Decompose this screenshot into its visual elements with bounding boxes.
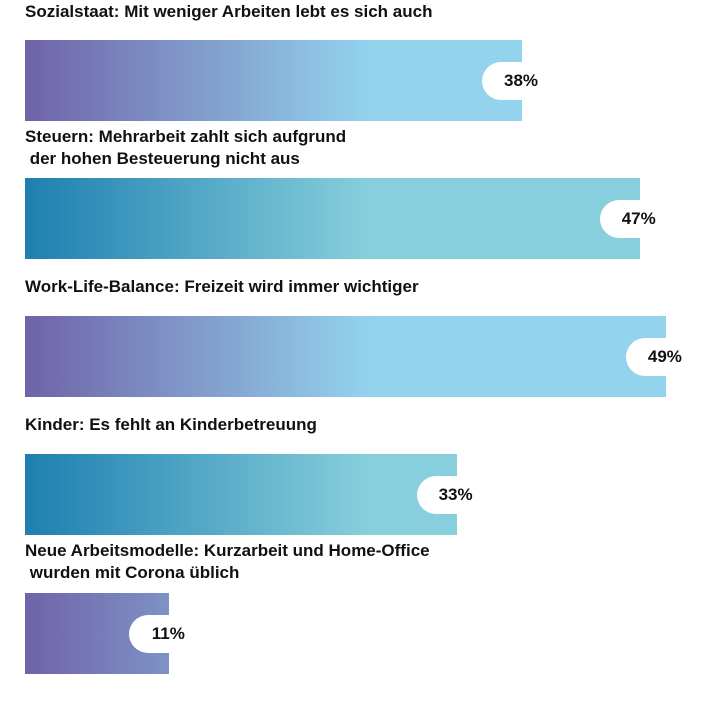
- value-label: 49%: [625, 337, 688, 376]
- bar: [25, 178, 640, 259]
- category-label: Sozialstaat: Mit weniger Arbeiten lebt e…: [25, 2, 433, 21]
- bar: [25, 454, 457, 535]
- category-label: Work-Life-Balance: Freizeit wird immer w…: [25, 277, 419, 296]
- category-label: Neue Arbeitsmodelle: Kurzarbeit und Home…: [25, 541, 430, 582]
- category-label: Steuern: Mehrarbeit zahlt sich aufgrund …: [25, 127, 347, 168]
- value-label: 11%: [128, 614, 191, 653]
- value-label: 33%: [416, 475, 479, 514]
- bar: [25, 40, 523, 121]
- bar: [25, 316, 666, 397]
- value-label: 38%: [482, 61, 545, 100]
- value-label: 47%: [599, 199, 662, 238]
- category-label: Kinder: Es fehlt an Kinderbetreuung: [25, 415, 317, 434]
